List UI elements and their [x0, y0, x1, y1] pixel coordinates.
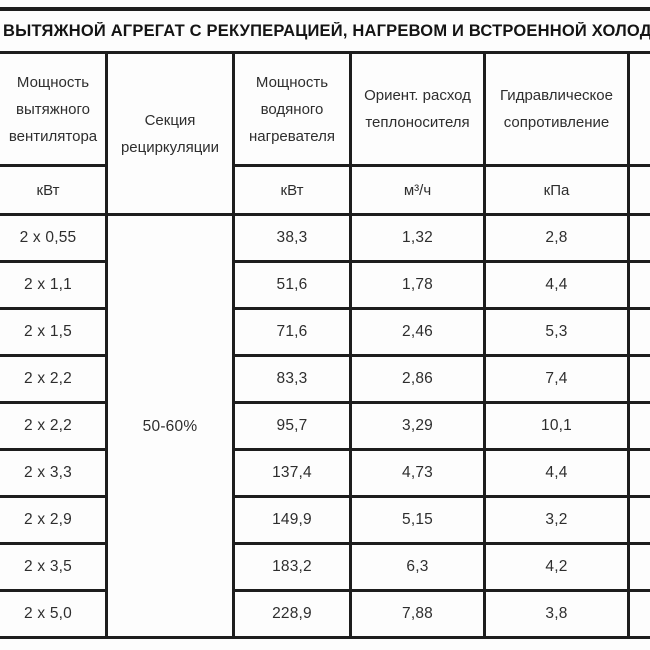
- cell-fan-power: 2 x 3,3: [0, 448, 108, 498]
- cell-fan-power: 2 x 1,1: [0, 260, 108, 310]
- col-header-coolant-flow: Ориент. расход теплоносителя: [349, 51, 486, 167]
- table-row: 2 x 2,2 95,7 3,29 10,1: [0, 401, 650, 451]
- table-row: 2 x 0,55 50-60% 38,3 1,32 2,8: [0, 213, 650, 639]
- cell-heater-power: 149,9: [232, 495, 352, 545]
- col-header-fan-power: Мощность вытяжного вентилятора: [0, 51, 108, 167]
- unit-heater-power: кВт: [232, 164, 352, 216]
- cell-hydraulic-resistance: 10,1: [483, 401, 630, 451]
- cell-coolant-flow: 1,78: [349, 260, 486, 310]
- unit-fan-power: кВт: [0, 164, 108, 216]
- col-header-cooler-line1: М: [634, 82, 650, 109]
- cell-cooler-power-cut: [626, 260, 650, 310]
- col-header-heater-power: Мощность водяного нагревателя: [232, 51, 352, 167]
- cell-cooler-power-cut: [626, 307, 650, 357]
- cell-coolant-flow: 2,46: [349, 307, 486, 357]
- cell-hydraulic-resistance: 5,3: [483, 307, 630, 357]
- cell-cooler-power-cut: [626, 542, 650, 592]
- cell-heater-power: 95,7: [232, 401, 352, 451]
- cell-heater-power: 183,2: [232, 542, 352, 592]
- cell-coolant-flow: 7,88: [349, 589, 486, 639]
- cell-heater-power: 228,9: [232, 589, 352, 639]
- cell-hydraulic-resistance: 4,2: [483, 542, 630, 592]
- cell-hydraulic-resistance: 2,8: [483, 213, 630, 263]
- table-row: 2 x 2,2 83,3 2,86 7,4: [0, 354, 650, 404]
- cell-hydraulic-resistance: 3,2: [483, 495, 630, 545]
- cell-coolant-flow: 3,29: [349, 401, 486, 451]
- cell-hydraulic-resistance: 4,4: [483, 448, 630, 498]
- cell-heater-power: 51,6: [232, 260, 352, 310]
- cell-coolant-flow: 4,73: [349, 448, 486, 498]
- title-cell: ВЫТЯЖНОЙ АГРЕГАТ С РЕКУПЕРАЦИЕЙ, НАГРЕВО…: [0, 7, 650, 54]
- spec-table: ВЫТЯЖНОЙ АГРЕГАТ С РЕКУПЕРАЦИЕЙ, НАГРЕВО…: [0, 7, 650, 639]
- unit-coolant-flow: м³/ч: [349, 164, 486, 216]
- col-header-hydraulic-resistance: Гидравлическое сопротивление: [483, 51, 630, 167]
- cell-fan-power: 2 x 3,5: [0, 542, 108, 592]
- cell-heater-power: 83,3: [232, 354, 352, 404]
- table-row: 2 x 1,5 71,6 2,46 5,3: [0, 307, 650, 357]
- cell-cooler-power-cut: [626, 448, 650, 498]
- cell-hydraulic-resistance: 7,4: [483, 354, 630, 404]
- header-row: Мощность вытяжного вентилятора Секция ре…: [0, 51, 650, 216]
- cell-heater-power: 38,3: [232, 213, 352, 263]
- cell-fan-power: 2 x 2,2: [0, 354, 108, 404]
- col-header-cooler-power-cut: М ох: [626, 51, 650, 167]
- cell-coolant-flow: 5,15: [349, 495, 486, 545]
- unit-hydraulic-resistance: кПа: [483, 164, 630, 216]
- cell-fan-power: 2 x 5,0: [0, 589, 108, 639]
- cell-coolant-flow: 2,86: [349, 354, 486, 404]
- units-row: кВт кВт м³/ч кПа: [0, 164, 650, 216]
- table-row: 2 x 3,3 137,4 4,73 4,4: [0, 448, 650, 498]
- cell-recirculation-value: 50-60%: [105, 213, 235, 639]
- cell-fan-power: 2 x 2,2: [0, 401, 108, 451]
- cell-hydraulic-resistance: 3,8: [483, 589, 630, 639]
- cell-cooler-power-cut: [626, 401, 650, 451]
- cell-heater-power: 71,6: [232, 307, 352, 357]
- unit-cooler-power-cut: [626, 164, 650, 216]
- table-row: 2 x 1,1 51,6 1,78 4,4: [0, 260, 650, 310]
- title-row: ВЫТЯЖНОЙ АГРЕГАТ С РЕКУПЕРАЦИЕЙ, НАГРЕВО…: [0, 7, 650, 54]
- cell-fan-power: 2 x 0,55: [0, 213, 108, 263]
- col-header-cooler-line2: ох: [634, 109, 650, 136]
- table-title: ВЫТЯЖНОЙ АГРЕГАТ С РЕКУПЕРАЦИЕЙ, НАГРЕВО…: [3, 21, 650, 40]
- cell-fan-power: 2 x 2,9: [0, 495, 108, 545]
- table-row: 2 x 3,5 183,2 6,3 4,2: [0, 542, 650, 592]
- cell-heater-power: 137,4: [232, 448, 352, 498]
- cell-coolant-flow: 1,32: [349, 213, 486, 263]
- cell-cooler-power-cut: [626, 589, 650, 639]
- cell-cooler-power-cut: [626, 495, 650, 545]
- table-row: 2 x 2,9 149,9 5,15 3,2: [0, 495, 650, 545]
- table-row: 2 x 5,0 228,9 7,88 3,8: [0, 589, 650, 639]
- cell-coolant-flow: 6,3: [349, 542, 486, 592]
- col-header-recirculation-section: Секция рециркуляции: [105, 51, 235, 216]
- cell-hydraulic-resistance: 4,4: [483, 260, 630, 310]
- cell-cooler-power-cut: [626, 213, 650, 263]
- cell-fan-power: 2 x 1,5: [0, 307, 108, 357]
- cell-cooler-power-cut: [626, 354, 650, 404]
